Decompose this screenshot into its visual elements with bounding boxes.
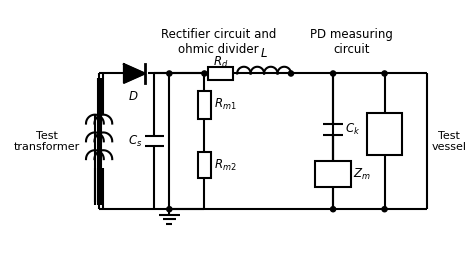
Text: $L$: $L$	[260, 47, 268, 60]
Text: $C_s$: $C_s$	[128, 134, 143, 149]
Circle shape	[167, 207, 172, 212]
Bar	[198, 91, 211, 119]
Text: $Z_m$: $Z_m$	[353, 167, 371, 182]
Text: $R_{m2}$: $R_{m2}$	[214, 158, 237, 173]
Bar	[208, 67, 233, 80]
Circle shape	[202, 71, 207, 76]
Text: PD measuring
circuit: PD measuring circuit	[310, 28, 393, 56]
Bar	[315, 161, 351, 187]
Circle shape	[288, 71, 293, 76]
Polygon shape	[124, 64, 145, 83]
Text: Rectifier circuit and
ohmic divider: Rectifier circuit and ohmic divider	[161, 28, 276, 56]
Circle shape	[330, 207, 336, 212]
Text: $R_{m1}$: $R_{m1}$	[214, 97, 237, 112]
Circle shape	[330, 71, 336, 76]
Text: Test
transformer: Test transformer	[14, 131, 81, 152]
Bar	[198, 152, 211, 178]
Circle shape	[167, 71, 172, 76]
Text: $R_d$: $R_d$	[213, 55, 228, 70]
Text: $C_k$: $C_k$	[345, 122, 360, 137]
Bar	[367, 113, 402, 155]
Circle shape	[382, 207, 387, 212]
Text: $D$: $D$	[128, 90, 138, 103]
Text: Test
vessel: Test vessel	[431, 131, 466, 152]
Circle shape	[382, 71, 387, 76]
